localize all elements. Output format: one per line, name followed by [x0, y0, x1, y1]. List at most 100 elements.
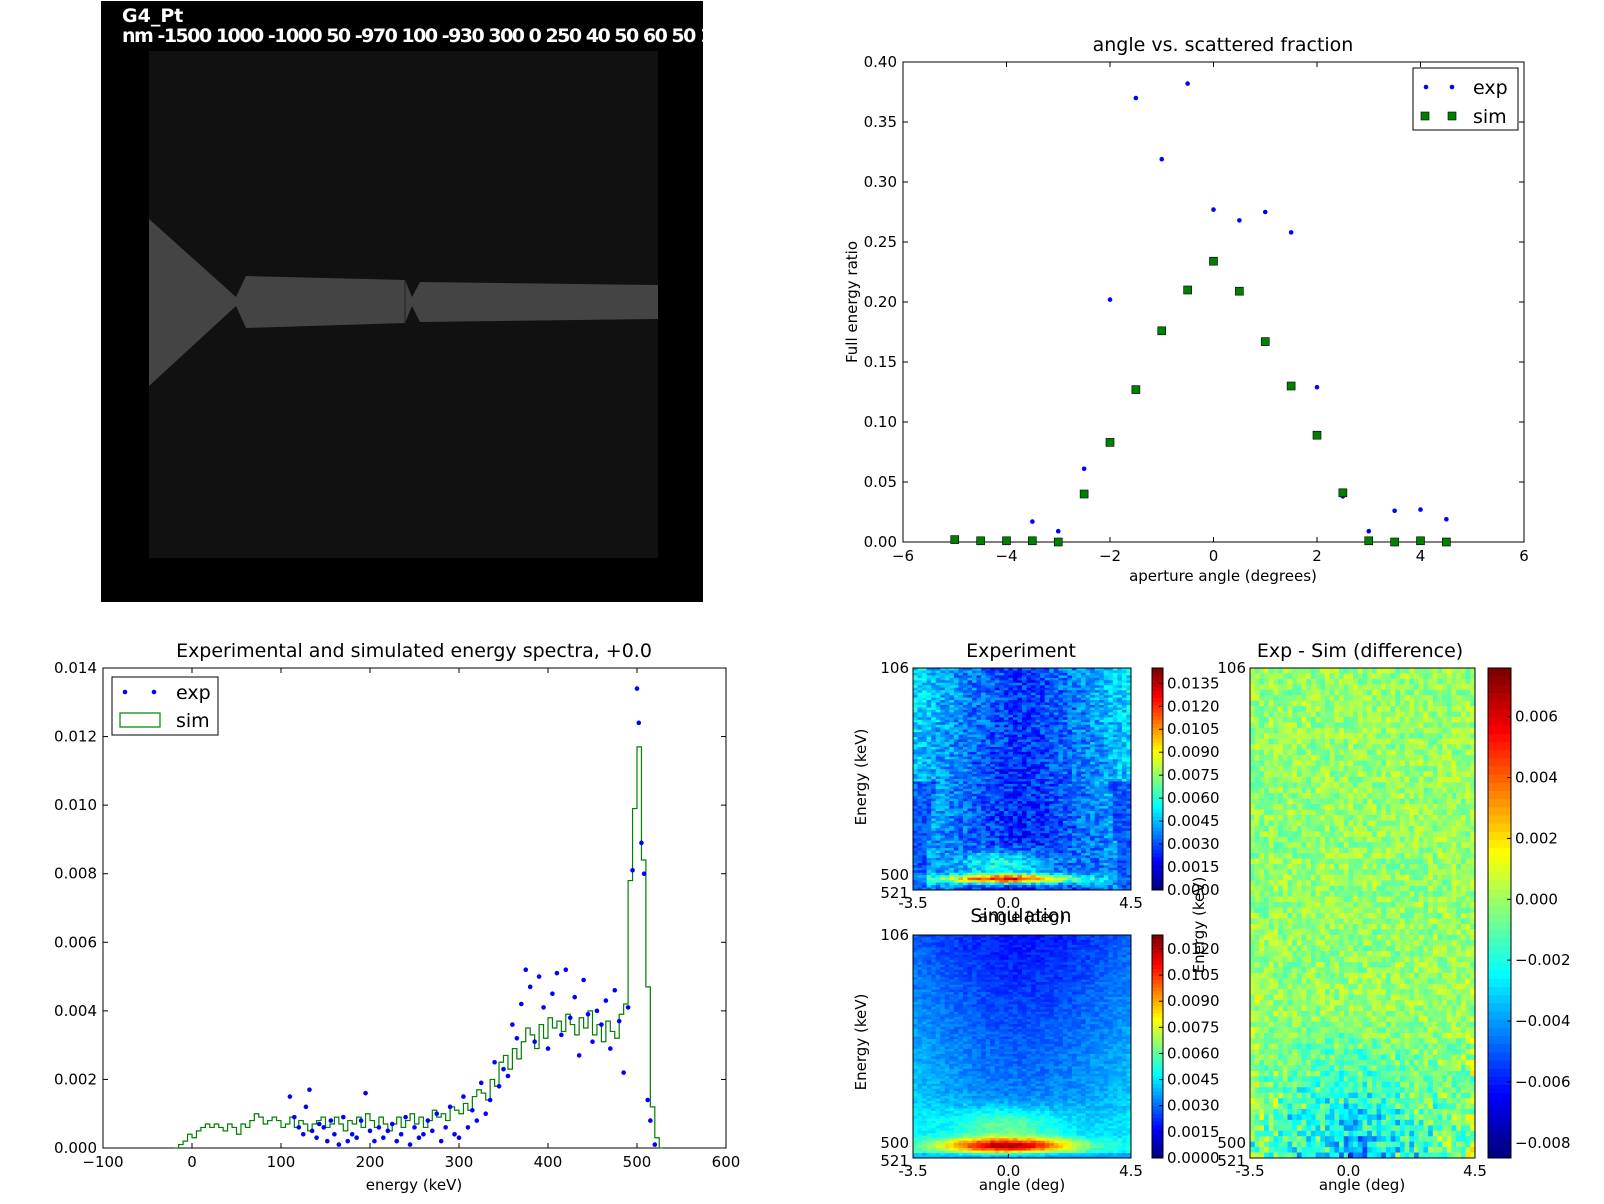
heatmap-cell	[1076, 709, 1082, 713]
heatmap-cell	[1012, 860, 1018, 864]
heatmap-cell	[985, 845, 991, 849]
heatmap-cell	[1090, 867, 1096, 871]
heatmap-cell	[1099, 672, 1105, 676]
heatmap-cell	[1035, 751, 1041, 755]
heatmap-cell	[1008, 833, 1014, 837]
heatmap-cell	[958, 769, 964, 773]
heatmap-cell	[1117, 702, 1123, 706]
heatmap-cell	[1103, 761, 1109, 765]
heatmap-cell	[1081, 825, 1087, 829]
sim-point	[1053, 537, 1063, 547]
heatmap-cell	[1067, 685, 1073, 689]
heatmap-cell	[1071, 857, 1077, 861]
heatmap-cell	[1040, 677, 1046, 681]
heatmap-cell	[958, 724, 964, 728]
heatmap-cell	[953, 714, 959, 718]
heatmap-cell	[1099, 675, 1105, 679]
heatmap-cell	[1103, 695, 1109, 699]
heatmap-cell	[1049, 870, 1055, 874]
heatmap-cell	[1090, 947, 1096, 951]
heatmap-cell	[999, 788, 1005, 792]
heatmap-cell	[1099, 746, 1105, 750]
y-tick-label: 0.25	[864, 233, 897, 251]
heatmap-cell	[1094, 838, 1100, 842]
heatmap-cell	[1062, 870, 1068, 874]
heatmap-cell	[913, 887, 919, 891]
heatmap-cell	[1090, 838, 1096, 842]
heatmap-cell	[1076, 939, 1082, 943]
heatmap-cell	[926, 877, 932, 881]
exp-point	[443, 1125, 448, 1130]
heatmap-cell	[1044, 942, 1050, 946]
heatmap-cell	[940, 742, 946, 745]
heatmap-cell	[1090, 857, 1096, 861]
heatmap-cell	[940, 833, 946, 837]
heatmap-cell	[1108, 670, 1114, 674]
heatmap-cell	[1099, 872, 1105, 876]
heatmap-cell	[1108, 702, 1114, 706]
heatmap-cell	[1049, 724, 1055, 728]
heatmap-cell	[926, 722, 932, 726]
heatmap-cell	[1094, 746, 1100, 750]
heatmap-cell	[999, 685, 1005, 689]
heatmap-cell	[1126, 862, 1132, 866]
heatmap-cell	[917, 751, 923, 755]
heatmap-cell	[1117, 697, 1123, 701]
heatmap-cell	[1062, 746, 1068, 750]
heatmap-cell	[967, 833, 973, 837]
heatmap-cell	[1103, 732, 1109, 736]
heatmap-cell	[953, 675, 959, 679]
heatmap-cell	[1121, 670, 1127, 674]
heatmap-cell	[1062, 690, 1068, 694]
heatmap-cell	[999, 833, 1005, 837]
colorbar-segment	[1152, 786, 1163, 791]
heatmap-cell	[1026, 855, 1032, 859]
heatmap-cell	[1126, 855, 1132, 859]
heatmap-cell	[990, 786, 996, 790]
heatmap-cell	[1040, 754, 1046, 758]
heatmap-cell	[1094, 764, 1100, 768]
heatmap-cell	[1062, 808, 1068, 812]
heatmap-cell	[1126, 939, 1132, 943]
heatmap-cell	[1126, 828, 1132, 832]
heatmap-cell	[1076, 702, 1082, 706]
heatmap-cell	[926, 887, 932, 891]
heatmap-cell	[962, 672, 968, 676]
heatmap-cell	[1108, 880, 1114, 884]
heatmap-cell	[1035, 677, 1041, 681]
heatmap-cell	[981, 724, 987, 728]
heatmap-cell	[1090, 727, 1096, 731]
heatmap-cell	[1058, 947, 1064, 951]
heatmap-cell	[1049, 843, 1055, 847]
heatmap-cell	[935, 670, 941, 674]
heatmap-cell	[1076, 816, 1082, 819]
heatmap-cell	[1121, 880, 1127, 884]
heatmap-cell	[1090, 682, 1096, 686]
heatmap-cell	[1053, 712, 1059, 716]
heatmap-cell	[1017, 672, 1023, 676]
heatmap-cell	[1112, 818, 1118, 822]
heatmap-cell	[1017, 712, 1023, 716]
heatmap-cell	[1108, 857, 1114, 861]
heatmap-cell	[999, 717, 1005, 721]
heatmap-cell	[1049, 672, 1055, 676]
heatmap-cell	[1067, 887, 1073, 891]
heatmap-cell	[981, 670, 987, 674]
heatmap-cell	[1022, 816, 1028, 819]
heatmap-cell	[994, 761, 1000, 765]
heatmap-cell	[953, 729, 959, 733]
heatmap-cell	[1053, 776, 1059, 780]
heatmap-cell	[1062, 867, 1068, 871]
heatmap-cell	[1099, 947, 1105, 951]
heatmap-cell	[1053, 739, 1059, 743]
heatmap-cell	[1094, 786, 1100, 790]
heatmap-cell	[949, 751, 955, 755]
heatmap-cell	[1017, 803, 1023, 807]
heatmap-cell	[1053, 942, 1059, 946]
heatmap-cell	[967, 801, 973, 805]
heatmap-cell	[1040, 816, 1046, 819]
heatmap-cell	[1067, 935, 1073, 938]
heatmap-cell	[1090, 761, 1096, 765]
heatmap-cell	[990, 761, 996, 765]
heatmap-cell	[1099, 823, 1105, 827]
